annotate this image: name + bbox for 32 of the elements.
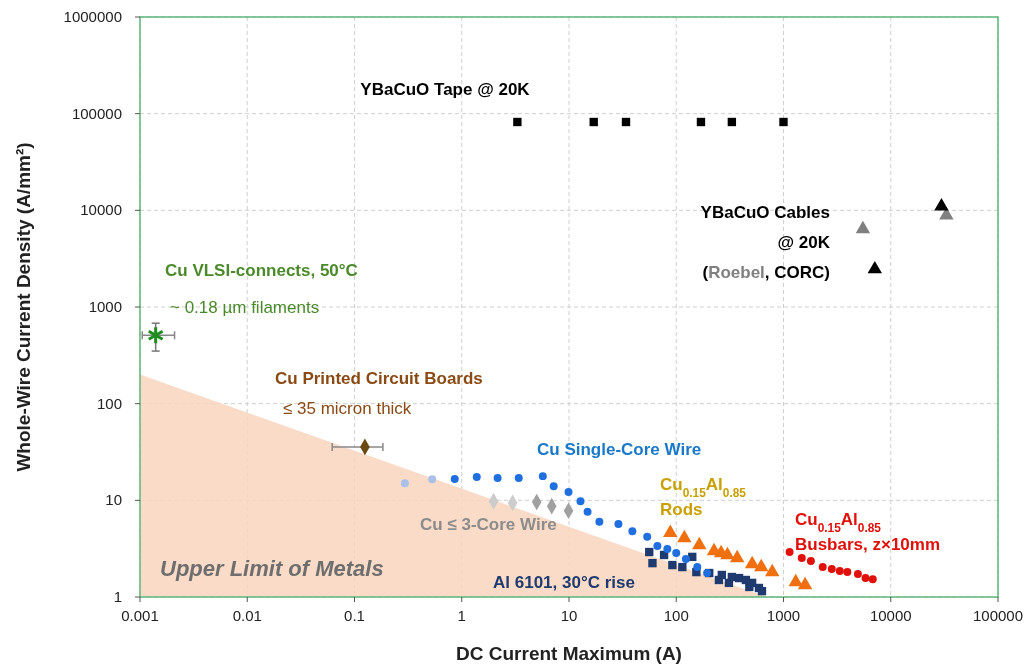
text: Cu VLSI-connects, 50°C — [165, 261, 358, 280]
series-label: Upper Limit of Metals — [160, 556, 384, 581]
x-tick-label: 10 — [560, 607, 578, 624]
series-label: Cu$_{0.15}$Al$_{0.85}$ Busbars, z×10mm — [795, 510, 941, 554]
y-tick-label: 10 — [105, 491, 122, 509]
x-axis-title: DC Current Maximum (A) — [456, 643, 682, 664]
x-tick-label: 0.001 — [121, 607, 159, 624]
series-label: Cu Single-Core Wire — [537, 440, 702, 459]
series-label: YBaCuO Tape @ 20K — [360, 80, 531, 99]
y-tick-label: 100 — [96, 394, 122, 412]
y-tick-label: 1000 — [88, 298, 122, 315]
y-tick-label: 1000000 — [63, 8, 122, 25]
x-tick-label: 100000 — [972, 607, 1024, 624]
annotation: (Roebel, CORC) — [702, 263, 830, 282]
y-tick-label: 1 — [113, 588, 122, 605]
y-axis-title: Whole-Wire Current Density (A/mm²) — [13, 142, 34, 472]
series-label: Cu ≤ 3-Core Wire — [420, 515, 557, 534]
text: Cu$_{0.15}$Al$_{0.85}$ Rods — [660, 475, 746, 519]
y-tick-label: 10000 — [80, 201, 122, 219]
x-tick-label: 0.1 — [344, 607, 365, 624]
x-tick-label: 0.01 — [232, 607, 262, 624]
series-label: Al 6101, 30°C rise — [493, 573, 635, 592]
x-tick-label: 1000 — [766, 607, 801, 624]
annotation: ~ 0.18 µm filaments — [170, 298, 320, 317]
x-tick-label: 10000 — [869, 607, 912, 624]
annotation: ≤ 35 micron thick — [283, 399, 412, 418]
x-tick-label: 1 — [457, 607, 466, 624]
annotation: @ 20K — [777, 233, 831, 252]
y-tick-label: 100000 — [71, 104, 122, 122]
text: Cu Printed Circuit Boards — [275, 369, 483, 388]
annotation: YBaCuO Cables — [700, 203, 830, 222]
x-tick-label: 100 — [663, 607, 689, 624]
